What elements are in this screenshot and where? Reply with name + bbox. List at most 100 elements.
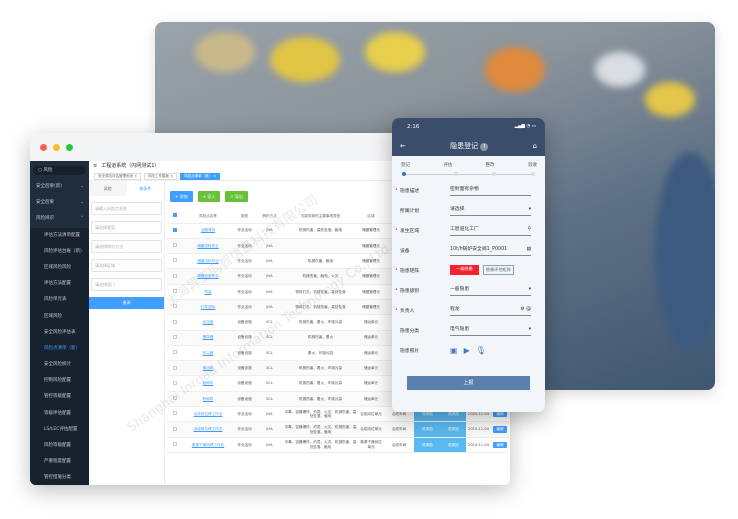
- checkbox-icon[interactable]: [173, 319, 177, 324]
- field-icon[interactable]: ▾: [528, 206, 531, 212]
- row-checkbox[interactable]: [167, 391, 183, 408]
- row-checkbox[interactable]: [167, 360, 183, 377]
- sidebar-subitem[interactable]: 管控等级配置: [30, 389, 89, 406]
- filter-input[interactable]: 请选择区域: [91, 259, 162, 272]
- sidebar-subitem[interactable]: 安全风险统计: [30, 357, 89, 374]
- row-checkbox[interactable]: [167, 314, 183, 331]
- sidebar-item[interactable]: 安全后果(新) ⌄: [30, 179, 89, 195]
- sidebar-subitem[interactable]: 评估方法配置: [30, 276, 89, 293]
- row-checkbox[interactable]: [167, 238, 183, 255]
- maximize-button[interactable]: [66, 143, 73, 151]
- field-input[interactable]: 工智道化工厂 ⚲: [450, 225, 531, 236]
- risk-point-link[interactable]: 储罐出料作业: [197, 258, 219, 263]
- add-button[interactable]: + 添加: [170, 191, 193, 202]
- edit-button[interactable]: 编辑: [493, 426, 507, 433]
- row-checkbox[interactable]: [167, 253, 183, 270]
- sidebar-subitem[interactable]: 风险单元表: [30, 292, 89, 309]
- checkbox-icon[interactable]: [173, 304, 177, 309]
- add-image-icon[interactable]: ▣: [450, 345, 458, 355]
- row-checkbox[interactable]: [167, 223, 183, 239]
- risk-point-link[interactable]: 油箱清洗: [200, 228, 216, 233]
- sidebar-item[interactable]: 风险辨识 ⌃: [30, 211, 89, 227]
- field-icon[interactable]: ▤: [526, 246, 531, 252]
- select-all-checkbox[interactable]: [167, 209, 183, 224]
- row-checkbox[interactable]: [167, 406, 183, 423]
- help-icon[interactable]: ?: [480, 142, 489, 151]
- row-checkbox[interactable]: [167, 284, 183, 300]
- sidebar-subitem[interactable]: 风险等级配置: [30, 438, 89, 455]
- search-button[interactable]: 查询: [89, 297, 164, 309]
- risk-point-link[interactable]: 氯源干燥岗焊工作业: [191, 442, 225, 447]
- risk-point-link[interactable]: 吊装: [204, 289, 212, 294]
- row-checkbox[interactable]: [167, 437, 183, 453]
- page-tab[interactable]: 风险工作模板 ×: [144, 172, 178, 180]
- risk-point-link[interactable]: 合成岗位焊工作业: [193, 427, 223, 432]
- matrix-link[interactable]: 隐患评估矩阵: [482, 265, 514, 275]
- row-checkbox[interactable]: [167, 375, 183, 392]
- filter-tab-risk[interactable]: 风险: [89, 181, 127, 196]
- sidebar-subitem[interactable]: 评估方法清单配置: [30, 227, 89, 244]
- checkbox-icon[interactable]: [173, 411, 177, 416]
- field-input[interactable]: 一般隐患 ▾: [450, 285, 531, 296]
- risk-point-link[interactable]: 破碎机: [202, 381, 214, 386]
- minimize-button[interactable]: [53, 143, 60, 151]
- filter-input[interactable]: 请选择辨识方法: [91, 240, 162, 253]
- sidebar-subitem[interactable]: 控制风险配置: [30, 373, 89, 390]
- export-button[interactable]: ⇪ 导出: [225, 191, 248, 202]
- risk-point-link[interactable]: 合成岗位焊工作业: [193, 411, 223, 416]
- sidebar-subitem[interactable]: 管控措施分类: [30, 470, 89, 485]
- home-icon[interactable]: ⌂: [532, 141, 537, 150]
- row-checkbox[interactable]: [167, 345, 183, 362]
- filter-tab-condition[interactable]: 按条件: [126, 181, 164, 196]
- checkbox-icon[interactable]: [173, 227, 177, 232]
- risk-point-link[interactable]: 反应釜: [202, 320, 214, 325]
- risk-point-link[interactable]: 搅拌器: [202, 335, 214, 340]
- row-checkbox[interactable]: [167, 268, 183, 285]
- sidebar-subitem[interactable]: 安全风险评估表: [30, 324, 89, 341]
- checkbox-icon[interactable]: [173, 365, 177, 370]
- sidebar-subitem[interactable]: LS/LEC评估配置: [30, 421, 89, 438]
- page-tab[interactable]: 风险点清单（新） ×: [180, 172, 221, 180]
- back-arrow-icon[interactable]: ←: [400, 141, 406, 150]
- checkbox-icon[interactable]: [173, 426, 177, 431]
- checkbox-icon[interactable]: [173, 258, 177, 263]
- field-icon[interactable]: ▾: [528, 326, 531, 332]
- field-input[interactable]: 程龙 ⚙ @: [450, 305, 531, 316]
- field-input[interactable]: 密封面有杂物: [450, 185, 531, 196]
- sidebar-subitem[interactable]: 风险评估台账（新）: [30, 243, 89, 260]
- checkbox-icon[interactable]: [173, 334, 177, 339]
- checkbox-icon[interactable]: [173, 380, 177, 385]
- risk-point-link[interactable]: 输送机: [202, 366, 214, 371]
- checkbox-icon[interactable]: [173, 289, 177, 294]
- submit-button[interactable]: 上报: [407, 376, 530, 390]
- field-icon[interactable]: ⚲: [527, 226, 531, 232]
- risk-point-link[interactable]: 行车巡检: [200, 304, 216, 309]
- close-button[interactable]: [40, 143, 47, 151]
- page-tab[interactable]: 安全风险评估管理系统 ×: [94, 172, 142, 180]
- field-icon[interactable]: ▾: [528, 286, 531, 292]
- field-icon[interactable]: ⚙ @: [520, 306, 531, 312]
- row-checkbox[interactable]: [167, 330, 183, 346]
- field-input[interactable]: 10t/h锅炉安全阀1_P0001 ▤: [450, 245, 531, 256]
- filter-input[interactable]: 请选择类型: [91, 221, 162, 234]
- field-input[interactable]: 请选择 ▾: [450, 205, 531, 216]
- add-video-icon[interactable]: ▶: [463, 345, 470, 355]
- checkbox-icon[interactable]: [173, 273, 177, 278]
- checkbox-icon[interactable]: [173, 396, 177, 401]
- row-checkbox[interactable]: [167, 421, 183, 438]
- field-input[interactable]: 电气隐患 ▾: [450, 325, 531, 336]
- risk-point-link[interactable]: 储罐检修作业: [197, 274, 219, 279]
- checkbox-icon[interactable]: [173, 442, 177, 447]
- checkbox-icon[interactable]: [173, 350, 177, 355]
- sidebar-subitem[interactable]: 区域风险: [30, 308, 89, 325]
- sidebar-subitem[interactable]: 风险点清单（新）: [30, 340, 89, 358]
- sidebar-subitem[interactable]: 区域风险风险: [30, 259, 89, 277]
- sidebar-subitem[interactable]: 严重程度配置: [30, 454, 89, 471]
- risk-point-link[interactable]: 粉碎机: [202, 396, 214, 401]
- menu-icon[interactable]: ≡: [93, 163, 98, 169]
- row-checkbox[interactable]: [167, 299, 183, 316]
- sidebar-search-input[interactable]: ○ 风险: [33, 166, 86, 175]
- import-button[interactable]: ± 导入: [197, 191, 221, 202]
- edit-button[interactable]: 编辑: [493, 441, 507, 449]
- edit-button[interactable]: 编辑: [493, 410, 507, 418]
